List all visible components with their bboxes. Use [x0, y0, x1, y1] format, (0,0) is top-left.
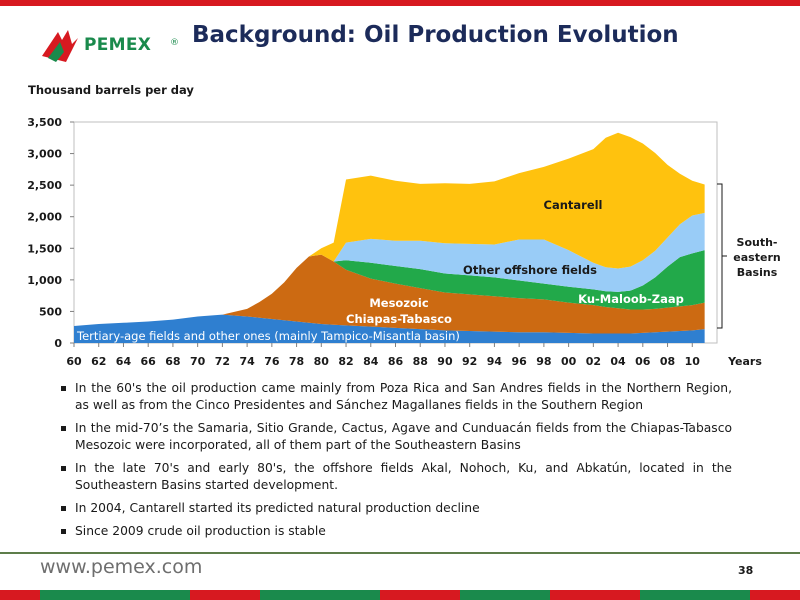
x-tick-label: 92	[462, 355, 477, 368]
x-tick-label: 62	[91, 355, 106, 368]
x-tick-label: 00	[561, 355, 577, 368]
x-tick-label: 78	[289, 355, 304, 368]
x-tick-label: 90	[437, 355, 453, 368]
x-tick-label: 98	[536, 355, 551, 368]
y-tick-label: 1,000	[27, 274, 62, 287]
pemex-logo: PEMEX ®	[38, 20, 188, 70]
footer-url-link[interactable]: www.pemex.com	[40, 556, 203, 578]
x-axis-title: Years	[727, 355, 762, 368]
top-red-bar	[0, 0, 800, 6]
x-tick-label: 74	[239, 355, 255, 368]
x-tick-label: 70	[190, 355, 206, 368]
y-tick-label: 3,500	[27, 116, 62, 129]
label-cantarell: Cantarell	[544, 198, 603, 212]
logo-registered-mark: ®	[170, 38, 179, 48]
y-tick-label: 3,000	[27, 148, 62, 161]
x-tick-label: 66	[141, 355, 157, 368]
production-chart: Thousand barrels per day 0 500 1,000 1,500 2,…	[27, 83, 781, 368]
bullet-list: In the 60's the oil production came main…	[60, 380, 732, 546]
x-tick-label: 04	[610, 355, 626, 368]
label-basins: Basins	[737, 266, 778, 279]
y-tick-label: 1,500	[27, 242, 62, 255]
x-tick-label: 76	[264, 355, 280, 368]
southeastern-brace	[717, 183, 727, 329]
bullet-item: In 2004, Cantarell started its predicted…	[60, 500, 732, 517]
x-tick-label: 60	[66, 355, 82, 368]
bullet-item: In the late 70's and early 80's, the off…	[60, 460, 732, 494]
bullet-item: In the 60's the oil production came main…	[60, 380, 732, 414]
y-tick-label: 500	[39, 305, 62, 318]
area-series-2	[74, 250, 705, 326]
y-tick-label: 0	[54, 337, 62, 350]
y-tick-label: 2,500	[27, 179, 62, 192]
area-series-0	[74, 314, 705, 343]
area-series-3	[74, 212, 705, 326]
label-eastern: eastern	[733, 251, 780, 264]
x-tick-label: 08	[660, 355, 675, 368]
label-south: South-	[737, 236, 778, 249]
x-tick-label: 84	[363, 355, 379, 368]
label-mesozoic: Mesozoic	[369, 296, 429, 310]
y-tick-label: 2,000	[27, 211, 62, 224]
x-tick-label: 02	[586, 355, 601, 368]
bottom-stripe	[0, 590, 800, 600]
x-tick-label: 88	[413, 355, 428, 368]
page-number: 38	[738, 564, 754, 577]
area-series-4	[74, 132, 705, 326]
x-tick-label: 80	[314, 355, 330, 368]
label-ku-maloob-zaap: Ku-Maloob-Zaap	[578, 292, 684, 306]
label-other-offshore: Other offshore fields	[463, 263, 597, 277]
y-axis-title: Thousand barrels per day	[28, 83, 194, 97]
x-tick-label: 06	[635, 355, 651, 368]
x-tick-label: 94	[487, 355, 503, 368]
x-tick-label: 68	[165, 355, 180, 368]
area-series-1	[74, 254, 705, 334]
bullet-item: In the mid-70’s the Samaria, Sitio Grand…	[60, 420, 732, 454]
bullet-item: Since 2009 crude oil production is stabl…	[60, 523, 732, 540]
footer-divider	[0, 552, 800, 554]
logo-text: PEMEX	[84, 35, 152, 55]
x-tick-label: 64	[116, 355, 132, 368]
x-tick-label: 82	[338, 355, 353, 368]
page-title: Background: Oil Production Evolution	[192, 22, 679, 48]
label-chiapas-tabasco: Chiapas-Tabasco	[346, 312, 452, 326]
x-tick-label: 10	[685, 355, 701, 368]
x-tick-label: 96	[511, 355, 527, 368]
label-tertiary: Tertiary-age fields and other ones (main…	[76, 329, 460, 343]
x-tick-label: 86	[388, 355, 404, 368]
pemex-eagle-icon	[42, 30, 78, 62]
x-tick-label: 72	[215, 355, 230, 368]
